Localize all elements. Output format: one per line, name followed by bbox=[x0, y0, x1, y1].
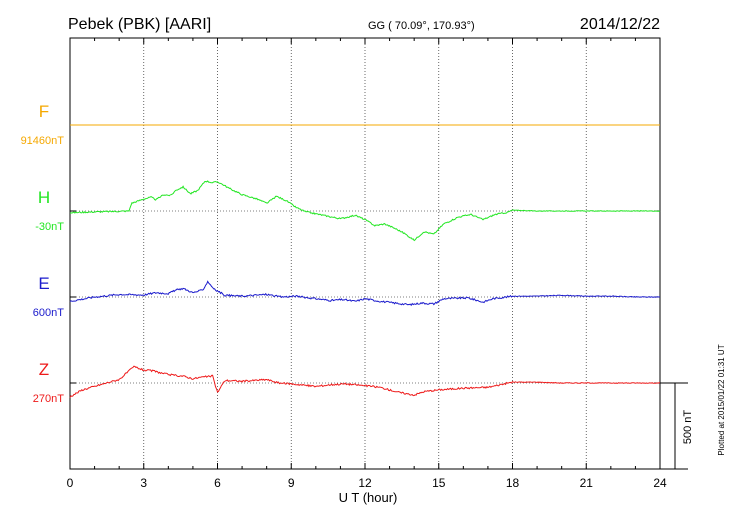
series-line-h bbox=[69, 180, 661, 242]
grid-lines bbox=[70, 38, 660, 469]
x-tick-label: 3 bbox=[140, 476, 147, 490]
x-tick-label: 21 bbox=[580, 476, 594, 490]
series-label-e: E bbox=[38, 274, 49, 293]
series-baseline-f: 91460nT bbox=[21, 135, 65, 147]
x-tick-label: 15 bbox=[432, 476, 446, 490]
series-label-h: H bbox=[38, 188, 50, 207]
x-tick-label: 12 bbox=[358, 476, 372, 490]
x-axis-label: U T (hour) bbox=[339, 490, 398, 505]
x-tick-label: 24 bbox=[653, 476, 667, 490]
series-label-f: F bbox=[39, 102, 49, 121]
x-tick-label: 18 bbox=[506, 476, 520, 490]
chart-date: 2014/12/22 bbox=[580, 16, 660, 33]
x-tick-label: 0 bbox=[67, 476, 74, 490]
x-tick-label: 9 bbox=[288, 476, 295, 490]
series-baseline-z: 270nT bbox=[33, 393, 64, 405]
x-tick-label: 6 bbox=[214, 476, 221, 490]
station-coordinates: GG ( 70.09°, 170.93°) bbox=[368, 20, 475, 32]
series-group: F 91460nT H -30nT E 600nT Z 270nT bbox=[21, 102, 661, 405]
series-line-e bbox=[69, 280, 660, 307]
series-label-z: Z bbox=[39, 360, 49, 379]
axis-ticks: 0 3 6 9 12 15 18 21 24 bbox=[67, 38, 667, 490]
series-line-z bbox=[69, 365, 661, 398]
series-baseline-h: -30nT bbox=[35, 221, 64, 233]
series-baseline-e: 600nT bbox=[33, 307, 64, 319]
scale-bar-label: 500 nT bbox=[682, 410, 694, 445]
plotted-timestamp: Plotted at 2015/01/22 01:31 UT bbox=[717, 344, 726, 455]
chart-title: Pebek (PBK) [AARI] bbox=[68, 16, 211, 33]
